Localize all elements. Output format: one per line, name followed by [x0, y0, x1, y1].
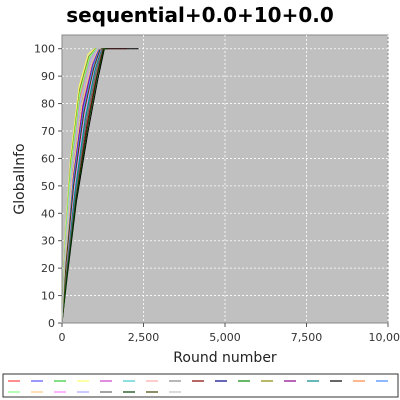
y-tick-label: 100 [34, 43, 55, 56]
y-tick-label: 30 [41, 235, 55, 248]
x-tick-label: 5,000 [209, 331, 241, 344]
y-tick-label: 20 [41, 262, 55, 275]
y-tick-label: 80 [41, 98, 55, 111]
x-tick-label: 2,500 [128, 331, 160, 344]
legend-box [3, 374, 398, 397]
x-tick-label: 7,500 [291, 331, 323, 344]
x-axis-label: Round number [173, 350, 277, 366]
x-tick-label: 10,00 [369, 331, 400, 344]
y-tick-label: 40 [41, 207, 55, 220]
y-tick-label: 60 [41, 152, 55, 165]
y-tick-label: 90 [41, 70, 55, 83]
y-tick-label: 0 [48, 317, 55, 330]
y-tick-label: 10 [41, 290, 55, 303]
y-axis-label: GlobalInfo [12, 143, 28, 214]
chart-title: sequential+0.0+10+0.0 [66, 3, 334, 27]
x-tick-label: 0 [59, 331, 66, 344]
y-tick-label: 50 [41, 180, 55, 193]
y-tick-label: 70 [41, 125, 55, 138]
